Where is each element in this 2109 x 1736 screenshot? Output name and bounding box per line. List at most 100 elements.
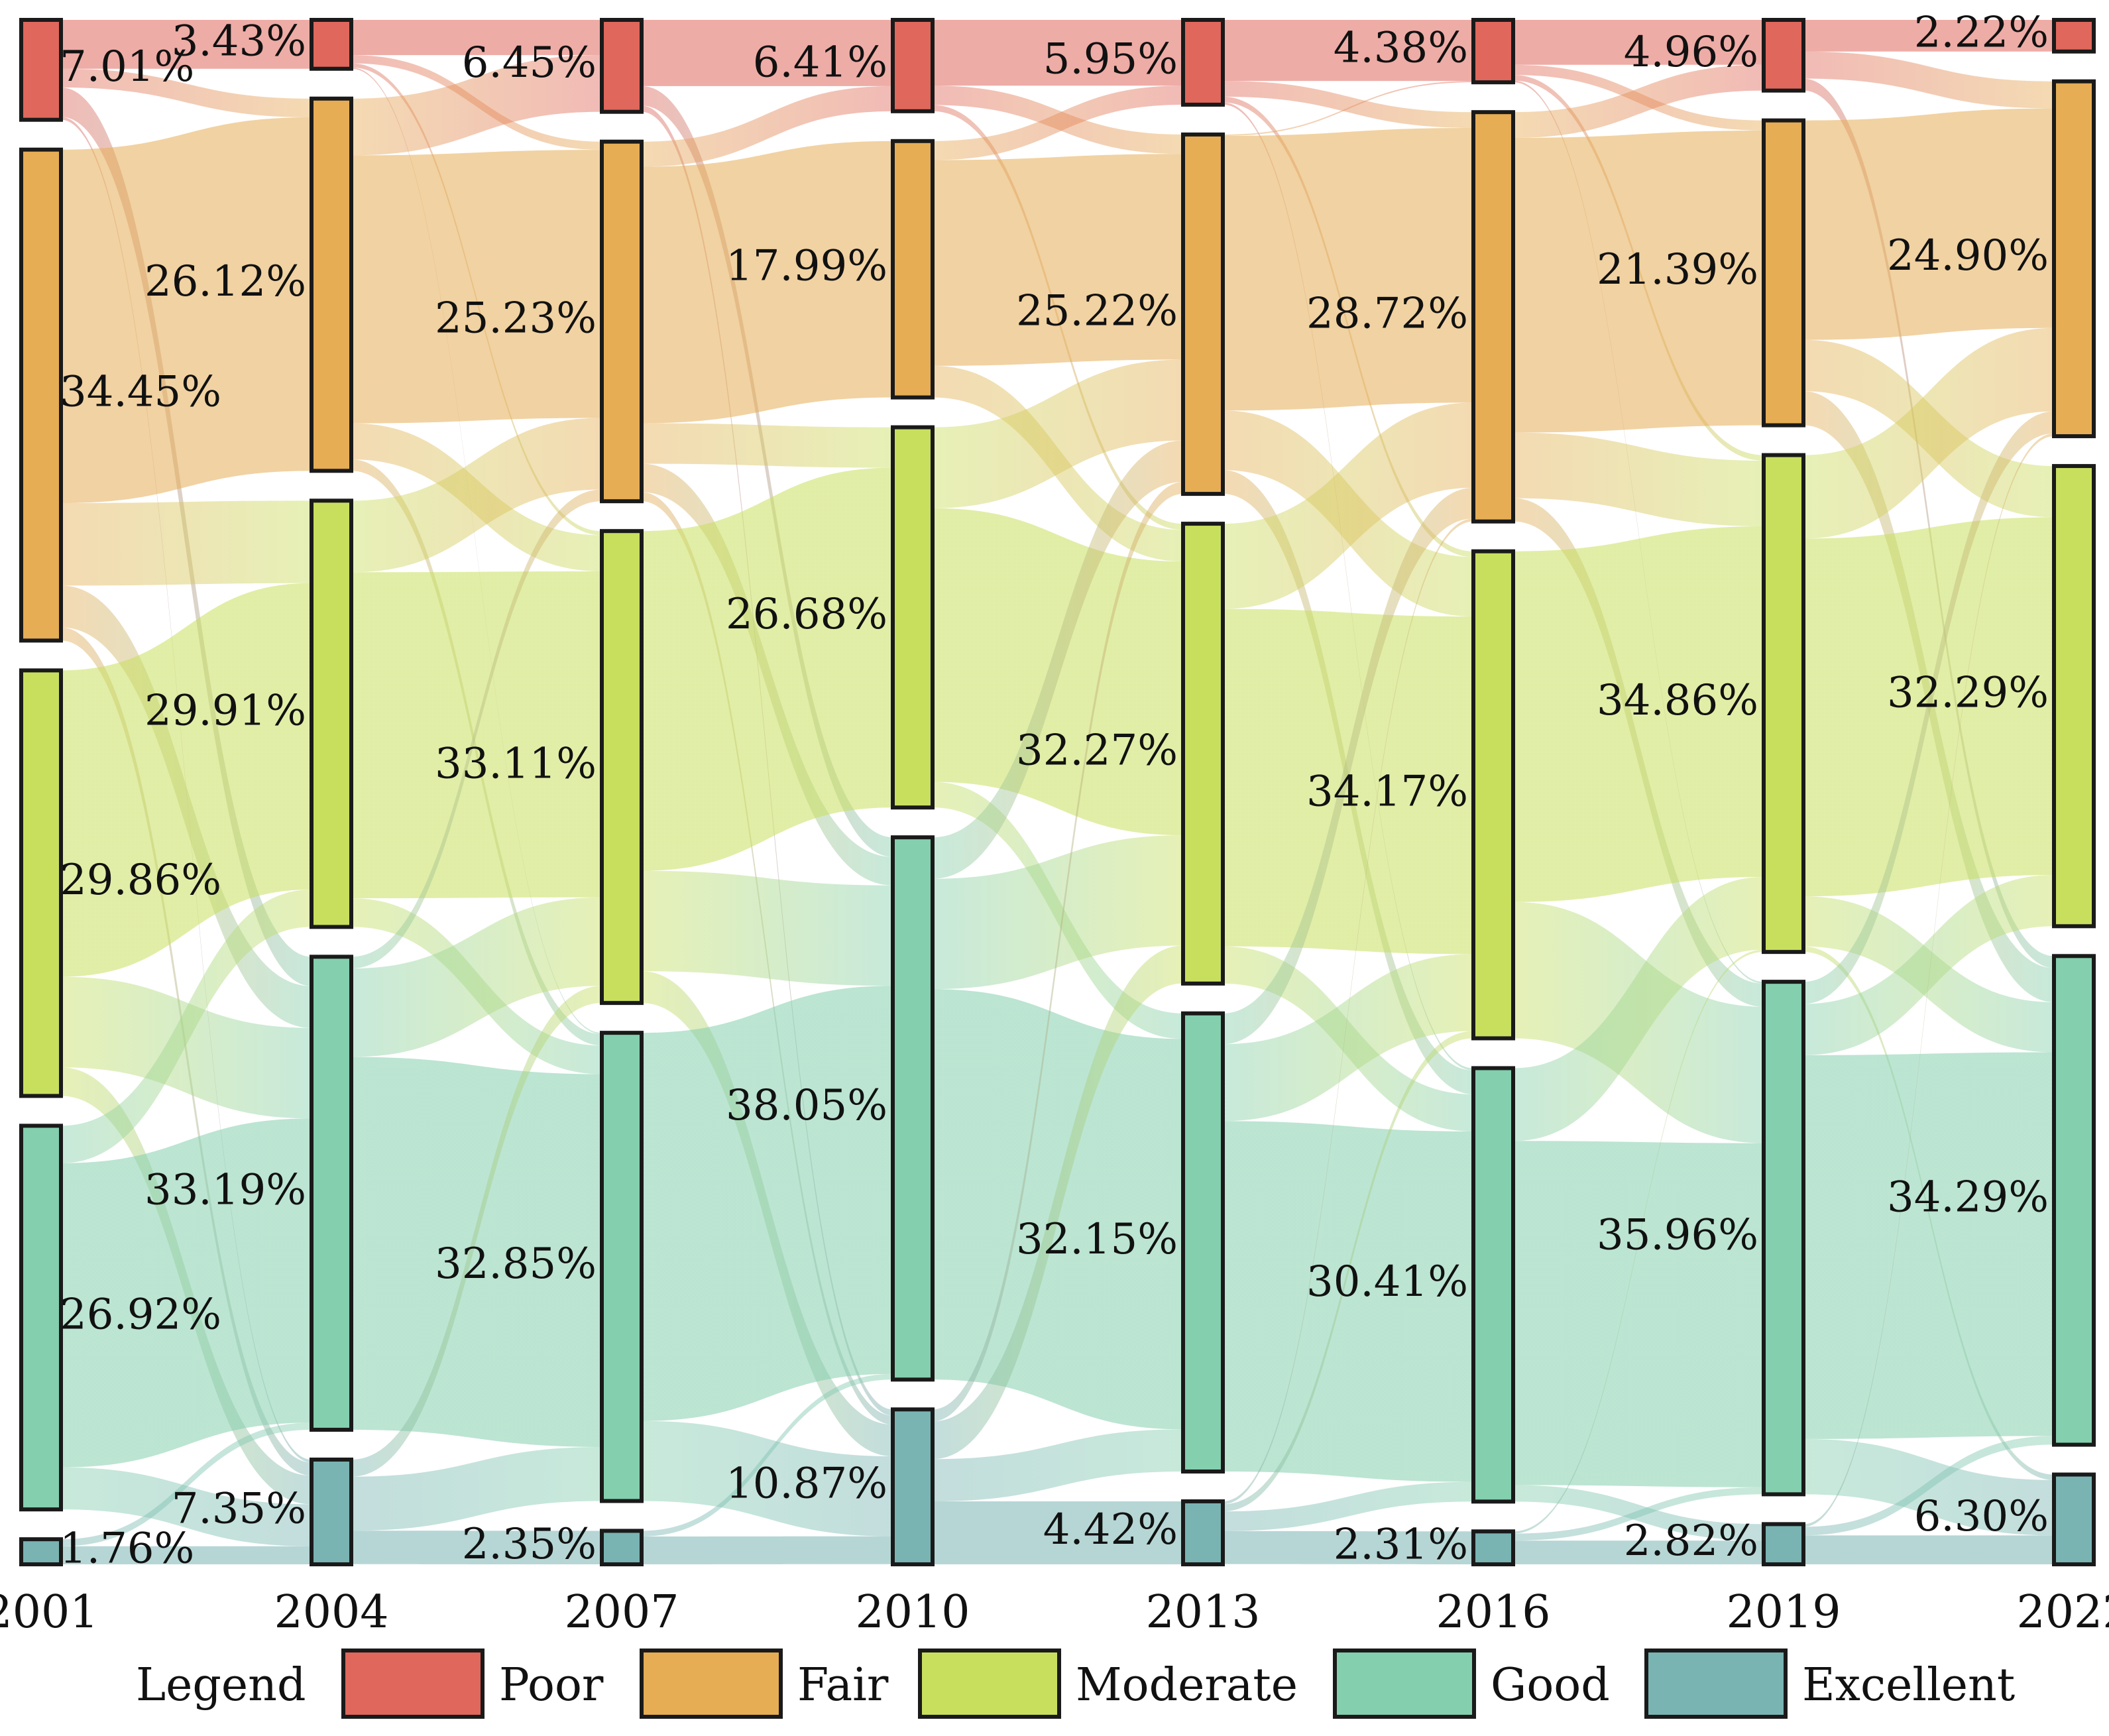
- label-2016-fair: 28.72%: [1306, 289, 1468, 338]
- label-2004-moderate: 29.91%: [144, 686, 306, 735]
- label-2016-poor: 4.38%: [1334, 24, 1468, 73]
- node-2004-poor: [310, 18, 353, 71]
- label-2007-fair: 25.23%: [435, 294, 597, 343]
- flow-2001-fair-to-2004-fair: [61, 117, 312, 504]
- flow-2007-moderate-to-2010-moderate: [642, 467, 893, 871]
- label-2004-excellent: 7.35%: [172, 1484, 306, 1533]
- label-2001-good: 26.92%: [60, 1290, 221, 1339]
- flow-2001-good-to-2004-excellent: [61, 1467, 312, 1546]
- year-label-2013: 2013: [1145, 1586, 1260, 1639]
- flow-2007-excellent-to-2010-excellent: [642, 1536, 893, 1564]
- node-2001-fair: [19, 147, 63, 643]
- node-2001-moderate: [19, 668, 63, 1098]
- flow-2001-poor-to-2004-poor: [61, 20, 312, 69]
- label-2001-excellent: 1.76%: [60, 1525, 194, 1574]
- flow-2019-moderate-to-2022-fair: [1803, 327, 2054, 539]
- label-2013-poor: 5.95%: [1043, 34, 1178, 84]
- label-2019-moderate: 34.86%: [1597, 676, 1758, 725]
- year-label-2007: 2007: [564, 1586, 679, 1639]
- flow-2019-poor-to-2022-poor: [1803, 20, 2054, 52]
- node-2022-moderate: [2052, 464, 2096, 929]
- flow-2010-excellent-to-2013-good: [933, 1429, 1183, 1501]
- flow-2010-excellent-to-2013-excellent: [933, 1501, 1183, 1564]
- year-label-2022: 2022: [2016, 1586, 2109, 1639]
- node-2004-excellent: [310, 1457, 353, 1567]
- flow-2013-good-to-2016-moderate: [1223, 954, 1473, 1122]
- node-2004-moderate: [310, 498, 353, 929]
- label-2010-fair: 17.99%: [726, 242, 887, 291]
- flow-2010-excellent-to-2013-moderate: [933, 945, 1183, 1460]
- legend-label-fair: Fair: [797, 1659, 889, 1711]
- legend-swatch-poor: [341, 1649, 484, 1719]
- year-label-2019: 2019: [1726, 1586, 1841, 1639]
- node-2010-moderate: [891, 425, 935, 810]
- node-2022-good: [2052, 954, 2096, 1447]
- flow-2007-poor-to-2010-poor: [642, 20, 893, 86]
- legend-swatch-fair: [640, 1649, 783, 1719]
- flow-2013-fair-to-2016-fair: [1223, 127, 1473, 411]
- label-2004-poor: 3.43%: [172, 17, 306, 66]
- flow-2016-good-to-2019-moderate: [1513, 876, 1764, 1141]
- flow-2004-good-to-2007-good: [351, 1057, 602, 1447]
- flow-2019-poor-to-2022-good: [1803, 78, 2054, 968]
- node-2016-moderate: [1471, 549, 1515, 1041]
- label-2013-moderate: 32.27%: [1016, 726, 1178, 775]
- label-2007-good: 32.85%: [435, 1240, 597, 1289]
- flow-links: [61, 20, 2054, 1564]
- label-2016-moderate: 34.17%: [1306, 768, 1468, 817]
- flow-2019-excellent-to-2022-good: [1803, 1436, 2054, 1536]
- node-2010-poor: [891, 18, 935, 113]
- node-2016-poor: [1471, 18, 1515, 85]
- flow-2001-excellent-to-2004-excellent: [61, 1546, 312, 1564]
- label-2013-fair: 25.22%: [1016, 287, 1178, 336]
- flow-2004-excellent-to-2007-good: [351, 1446, 602, 1531]
- flow-2001-excellent-to-2004-good: [61, 1422, 312, 1546]
- flow-2016-poor-to-2019-poor: [1513, 20, 1764, 65]
- node-2022-poor: [2052, 18, 2096, 54]
- flow-2013-excellent-to-2016-good: [1223, 1481, 1473, 1531]
- label-2016-excellent: 2.31%: [1334, 1521, 1468, 1570]
- legend-title: Legend: [136, 1659, 306, 1711]
- label-2022-good: 34.29%: [1887, 1173, 2049, 1222]
- flow-2001-poor-to-2004-fair: [61, 68, 312, 118]
- label-2013-excellent: 4.42%: [1043, 1505, 1178, 1554]
- label-2010-excellent: 10.87%: [726, 1460, 887, 1509]
- flow-2007-fair-to-2010-fair: [642, 141, 893, 424]
- flow-2013-excellent-to-2016-excellent: [1223, 1531, 1473, 1564]
- label-2022-fair: 24.90%: [1887, 231, 2049, 280]
- node-2013-good: [1181, 1011, 1225, 1474]
- label-2022-excellent: 6.30%: [1914, 1492, 2049, 1541]
- label-2022-moderate: 32.29%: [1887, 669, 2049, 718]
- node-2019-good: [1762, 980, 1805, 1497]
- flow-2013-poor-to-2016-fair: [1223, 81, 1473, 128]
- node-2007-poor: [600, 18, 644, 114]
- flow-2004-poor-to-2007-poor: [351, 20, 602, 56]
- flow-2016-excellent-to-2019-excellent: [1513, 1540, 1764, 1564]
- node-2019-fair: [1762, 118, 1805, 428]
- flow-2016-excellent-to-2019-moderate: [1513, 949, 1764, 1534]
- flow-2019-good-to-2022-good: [1803, 1052, 2054, 1439]
- node-2001-excellent: [19, 1537, 63, 1566]
- flow-2004-fair-to-2007-poor: [351, 55, 602, 156]
- flow-2004-moderate-to-2007-fair: [351, 418, 602, 573]
- flow-2007-fair-to-2010-poor: [642, 86, 893, 167]
- flow-2019-poor-to-2022-fair: [1803, 51, 2054, 109]
- node-2019-poor: [1762, 18, 1805, 93]
- flow-2001-good-to-2004-good: [61, 1118, 312, 1468]
- flow-2010-excellent-to-2013-fair: [933, 482, 1183, 1422]
- node-2004-fair: [310, 96, 353, 473]
- legend: Legend Poor Fair Moderate Good Excellent: [136, 1649, 2015, 1719]
- node-2019-excellent: [1762, 1522, 1805, 1567]
- flow-2013-poor-to-2016-poor: [1223, 20, 1473, 82]
- flow-2001-moderate-to-2004-moderate: [61, 583, 312, 977]
- flow-2007-poor-to-2010-good: [642, 86, 893, 857]
- flow-2016-fair-to-2019-moderate: [1513, 432, 1764, 526]
- label-2007-excellent: 2.35%: [462, 1520, 597, 1569]
- flow-2013-excellent-to-2016-fair: [1223, 518, 1473, 1505]
- node-2019-moderate: [1762, 453, 1805, 955]
- flow-2016-fair-to-2019-poor: [1513, 64, 1764, 139]
- flow-2004-excellent-to-2007-moderate: [351, 986, 602, 1477]
- flow-2007-fair-to-2010-moderate: [642, 423, 893, 468]
- flow-2016-moderate-to-2019-moderate: [1513, 526, 1764, 902]
